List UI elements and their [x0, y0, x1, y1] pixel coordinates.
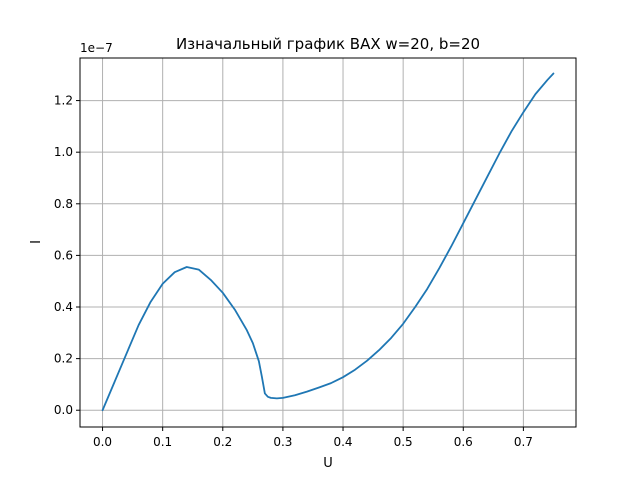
plot-frame	[79, 57, 577, 428]
x-tick-label: 0.4	[333, 435, 352, 449]
x-tick-label: 0.6	[454, 435, 473, 449]
x-tick-label: 0.5	[394, 435, 413, 449]
y-tick-label: 0.2	[54, 352, 73, 366]
grid	[80, 58, 576, 427]
series-layer	[101, 72, 555, 412]
x-tick-label: 0.3	[273, 435, 292, 449]
y-tick-label: 1.0	[54, 145, 73, 159]
ticks: 0.0 0.1 0.2 0.3 0.4 0.5 0.6 0.7 0.0 0.2 0.4 0.6 0.8 1…	[54, 94, 533, 449]
series-line	[101, 72, 555, 412]
y-tick-label: 0.6	[54, 248, 73, 262]
y-tick-label: 0.4	[54, 300, 73, 314]
x-tick-label: 0.7	[514, 435, 533, 449]
y-offset-label: 1e−7	[80, 41, 113, 55]
x-axis-label: U	[323, 456, 333, 471]
x-tick-label: 0.0	[93, 435, 112, 449]
y-axis-label: I	[29, 240, 44, 244]
x-tick-label: 0.2	[213, 435, 232, 449]
y-tick-label: 0.0	[54, 403, 73, 417]
x-tick-label: 0.1	[153, 435, 172, 449]
y-tick-label: 1.2	[54, 94, 73, 108]
y-tick-label: 0.8	[54, 197, 73, 211]
chart-title: Изначальный график ВАХ w=20, b=20	[176, 35, 480, 53]
